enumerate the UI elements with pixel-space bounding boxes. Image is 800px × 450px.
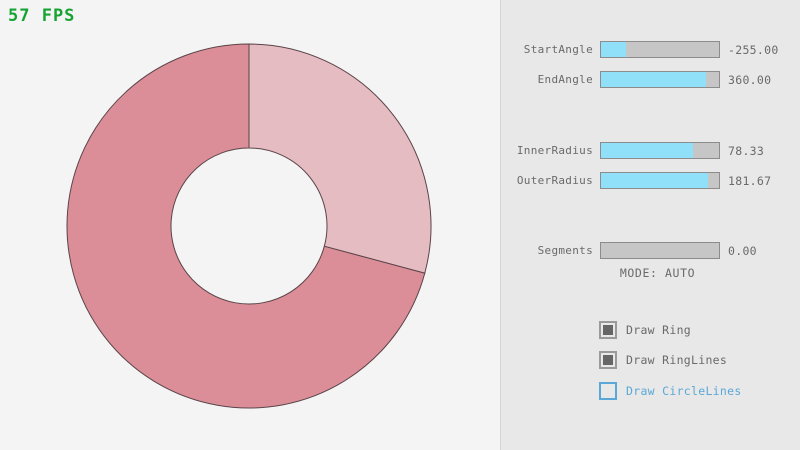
slider-value-start-angle: -255.00 <box>728 42 779 57</box>
slider-fill-outer-radius <box>601 173 709 188</box>
slider-track-segments[interactable] <box>600 242 720 259</box>
slider-row-segments[interactable]: Segments 0.00 <box>501 241 757 260</box>
fps-counter: 57 FPS <box>8 6 76 26</box>
slider-row-start-angle[interactable]: StartAngle -255.00 <box>501 40 779 59</box>
slider-row-inner-radius[interactable]: InnerRadius 78.33 <box>501 141 764 160</box>
checkbox-draw-ringlines[interactable] <box>599 351 617 369</box>
slider-track-end-angle[interactable] <box>600 71 720 88</box>
slider-row-outer-radius[interactable]: OuterRadius 181.67 <box>501 171 771 190</box>
slider-value-segments: 0.00 <box>728 243 757 258</box>
slider-value-inner-radius: 78.33 <box>728 143 765 158</box>
slider-track-inner-radius[interactable] <box>600 142 720 159</box>
slider-label-start-angle: StartAngle <box>523 43 593 56</box>
checkbox-label-draw-ringlines: Draw RingLines <box>626 353 728 367</box>
checkbox-row-draw-circlelines[interactable]: Draw CircleLines <box>599 381 742 401</box>
checkbox-label-draw-circlelines: Draw CircleLines <box>626 384 742 398</box>
control-panel: StartAngle -255.00 EndAngle 360.00 Inner… <box>500 0 800 450</box>
slider-label-end-angle: EndAngle <box>537 73 593 86</box>
slider-track-outer-radius[interactable] <box>600 172 720 189</box>
slider-fill-end-angle <box>601 72 707 87</box>
checkbox-row-draw-ringlines[interactable]: Draw RingLines <box>599 350 727 370</box>
checkbox-draw-ring[interactable] <box>599 321 617 339</box>
mode-label: MODE: AUTO <box>619 266 696 280</box>
donut-segment <box>66 43 426 409</box>
slider-label-inner-radius: InnerRadius <box>516 144 593 157</box>
checkbox-draw-circlelines[interactable] <box>599 382 617 400</box>
checkbox-label-draw-ring: Draw Ring <box>626 323 692 337</box>
checkbox-row-draw-ring[interactable]: Draw Ring <box>599 320 691 340</box>
slider-value-outer-radius: 181.67 <box>728 173 772 188</box>
donut-segment <box>248 43 432 274</box>
slider-row-end-angle[interactable]: EndAngle 360.00 <box>501 70 771 89</box>
slider-label-outer-radius: OuterRadius <box>516 174 593 187</box>
slider-fill-start-angle <box>601 42 626 57</box>
slider-label-segments: Segments <box>537 244 593 257</box>
donut-chart <box>66 43 432 409</box>
slider-track-start-angle[interactable] <box>600 41 720 58</box>
slider-value-end-angle: 360.00 <box>728 72 772 87</box>
slider-fill-inner-radius <box>601 143 694 158</box>
render-canvas[interactable]: 57 FPS <box>0 0 500 450</box>
